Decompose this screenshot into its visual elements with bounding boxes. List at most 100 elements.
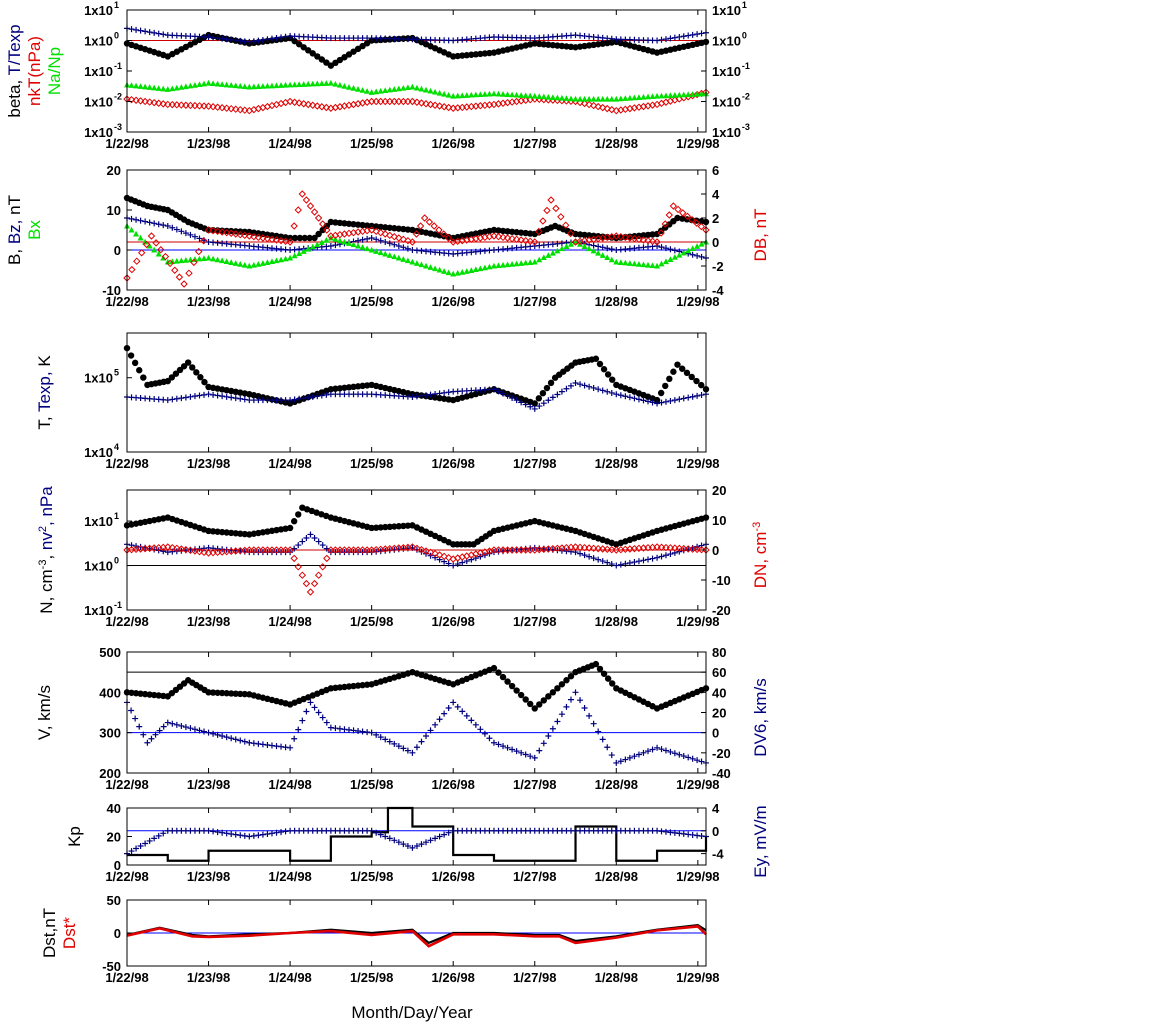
- data-point: [547, 379, 555, 387]
- data-point: [200, 102, 208, 110]
- data-point: [698, 90, 705, 97]
- data-point: [168, 100, 177, 109]
- data-point: [694, 243, 701, 249]
- data-point: [567, 95, 574, 102]
- x-tick-label: 1/26/98: [432, 294, 475, 309]
- data-point: [531, 754, 538, 761]
- x-tick-label: 1/29/98: [676, 614, 719, 629]
- x-tick-label: 1/22/98: [105, 777, 148, 792]
- data-point: [404, 843, 411, 849]
- data-point: [431, 549, 439, 558]
- data-point: [205, 827, 212, 834]
- data-point: [586, 95, 593, 102]
- x-tick-label: 1/25/98: [350, 294, 393, 309]
- data-point: [513, 91, 520, 98]
- data-point: [372, 227, 380, 236]
- data-point: [151, 29, 158, 36]
- data-point: [296, 81, 303, 88]
- data-point: [176, 366, 184, 374]
- data-point: [600, 366, 608, 373]
- data-point: [589, 101, 598, 110]
- data-point: [612, 232, 621, 240]
- y-axis-label: DN, cm-3: [751, 522, 770, 588]
- data-point: [310, 208, 319, 216]
- data-point: [377, 87, 384, 94]
- data-point: [306, 234, 313, 242]
- data-point: [658, 36, 665, 43]
- data-point: [518, 260, 525, 266]
- data-point: [535, 395, 543, 402]
- y-tick-label-left: 50: [107, 893, 121, 908]
- data-point: [219, 733, 226, 740]
- panel-frame-p6: [126, 807, 707, 866]
- data-point: [228, 735, 235, 742]
- data-point: [359, 244, 366, 250]
- data-point: [603, 104, 611, 113]
- data-point: [146, 219, 153, 226]
- panel-frame-p2: [126, 169, 707, 291]
- y-tick-label-right: 0: [712, 824, 719, 839]
- y-tick-label-left: 1x10: [84, 64, 113, 79]
- data-point: [427, 87, 434, 94]
- data-point: [563, 703, 570, 710]
- data-point: [386, 523, 393, 531]
- data-point: [218, 689, 226, 697]
- data-point: [136, 97, 145, 105]
- data-point: [395, 254, 402, 261]
- data-point: [160, 31, 167, 38]
- data-point: [219, 393, 226, 400]
- data-point: [155, 30, 162, 37]
- y-axis-label-part: beta,: [5, 75, 24, 117]
- data-point: [169, 85, 176, 92]
- data-point: [255, 37, 262, 44]
- data-point: [268, 830, 275, 837]
- data-point: [495, 669, 502, 676]
- data-point: [423, 839, 430, 846]
- data-point: [604, 559, 611, 566]
- y-axis-label: Dst*: [60, 917, 79, 950]
- data-point: [359, 87, 366, 93]
- data-point: [454, 703, 461, 710]
- data-point: [679, 365, 686, 372]
- data-point: [567, 673, 575, 680]
- data-point: [527, 403, 534, 410]
- data-point: [386, 240, 393, 247]
- data-point: [454, 92, 461, 99]
- data-point: [282, 81, 289, 88]
- data-point: [391, 523, 398, 530]
- data-point: [698, 30, 705, 37]
- data-point: [680, 547, 687, 554]
- data-point: [182, 230, 189, 237]
- data-point: [314, 393, 321, 400]
- data-point: [152, 239, 160, 247]
- data-point: [145, 98, 154, 106]
- data-point: [653, 396, 661, 404]
- data-point: [164, 223, 171, 229]
- data-point: [508, 234, 516, 243]
- data-point: [508, 682, 516, 690]
- data-point: [436, 89, 443, 96]
- data-point: [228, 394, 235, 401]
- data-point: [291, 37, 298, 45]
- data-point: [667, 92, 674, 98]
- data-point: [219, 829, 226, 836]
- x-tick-label: 1/28/98: [595, 136, 638, 151]
- data-point: [639, 236, 648, 244]
- data-point: [178, 395, 185, 402]
- data-point: [241, 396, 248, 403]
- data-point: [683, 212, 692, 220]
- data-point: [527, 753, 534, 760]
- data-point: [535, 227, 543, 236]
- data-point: [382, 523, 389, 531]
- data-point: [291, 735, 298, 742]
- data-point: [463, 268, 470, 274]
- data-point: [209, 103, 217, 111]
- data-point: [191, 393, 198, 400]
- data-point: [305, 245, 312, 252]
- data-point: [264, 36, 271, 43]
- data-point: [698, 758, 705, 765]
- data-point: [459, 269, 466, 275]
- data-point: [377, 249, 384, 256]
- data-point: [653, 238, 661, 246]
- y-axis-label-part: DV6, km/s: [751, 678, 770, 756]
